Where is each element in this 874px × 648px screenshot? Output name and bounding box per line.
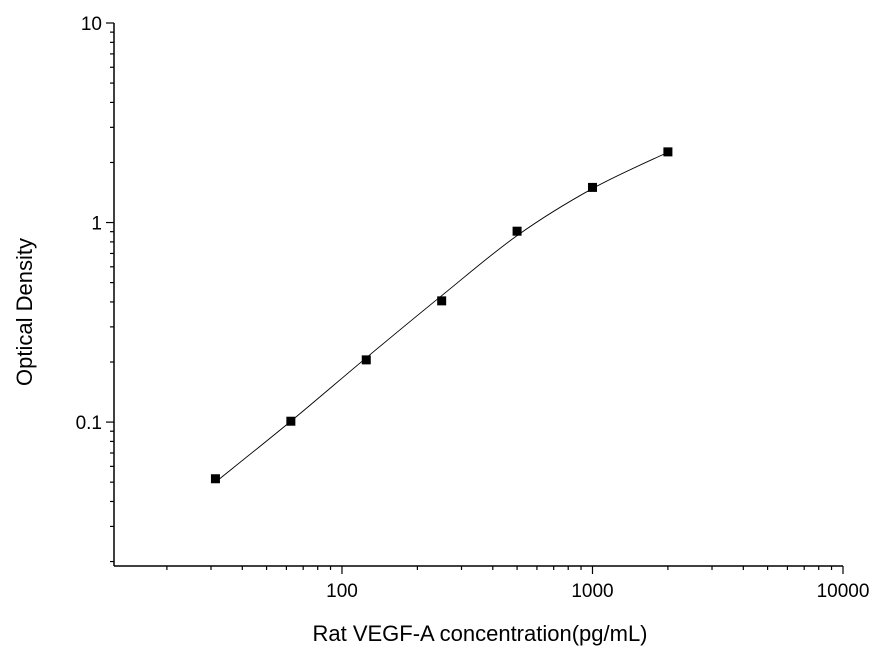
data-point xyxy=(361,355,371,365)
data-point xyxy=(286,416,296,426)
y-tick-label: 1 xyxy=(91,214,102,235)
y-axis-title: Optical Density xyxy=(12,238,37,386)
x-axis-title: Rat VEGF-A concentration(pg/mL) xyxy=(312,621,647,646)
data-point xyxy=(210,474,220,484)
data-point xyxy=(587,182,597,192)
tick-labels: 100 1000 10000 0.1 1 10 xyxy=(76,14,870,602)
x-tick-label: 1000 xyxy=(571,581,613,602)
data-point xyxy=(437,296,447,306)
data-point xyxy=(663,147,673,157)
x-tick-label: 10000 xyxy=(817,581,870,602)
x-tick-label: 100 xyxy=(326,581,358,602)
y-tick-label: 10 xyxy=(81,14,102,35)
fit-curve-line xyxy=(215,151,669,483)
data-points xyxy=(210,147,673,484)
data-point xyxy=(512,226,522,236)
y-tick-label: 0.1 xyxy=(76,413,102,434)
axes xyxy=(113,23,843,567)
ticks xyxy=(106,22,844,574)
